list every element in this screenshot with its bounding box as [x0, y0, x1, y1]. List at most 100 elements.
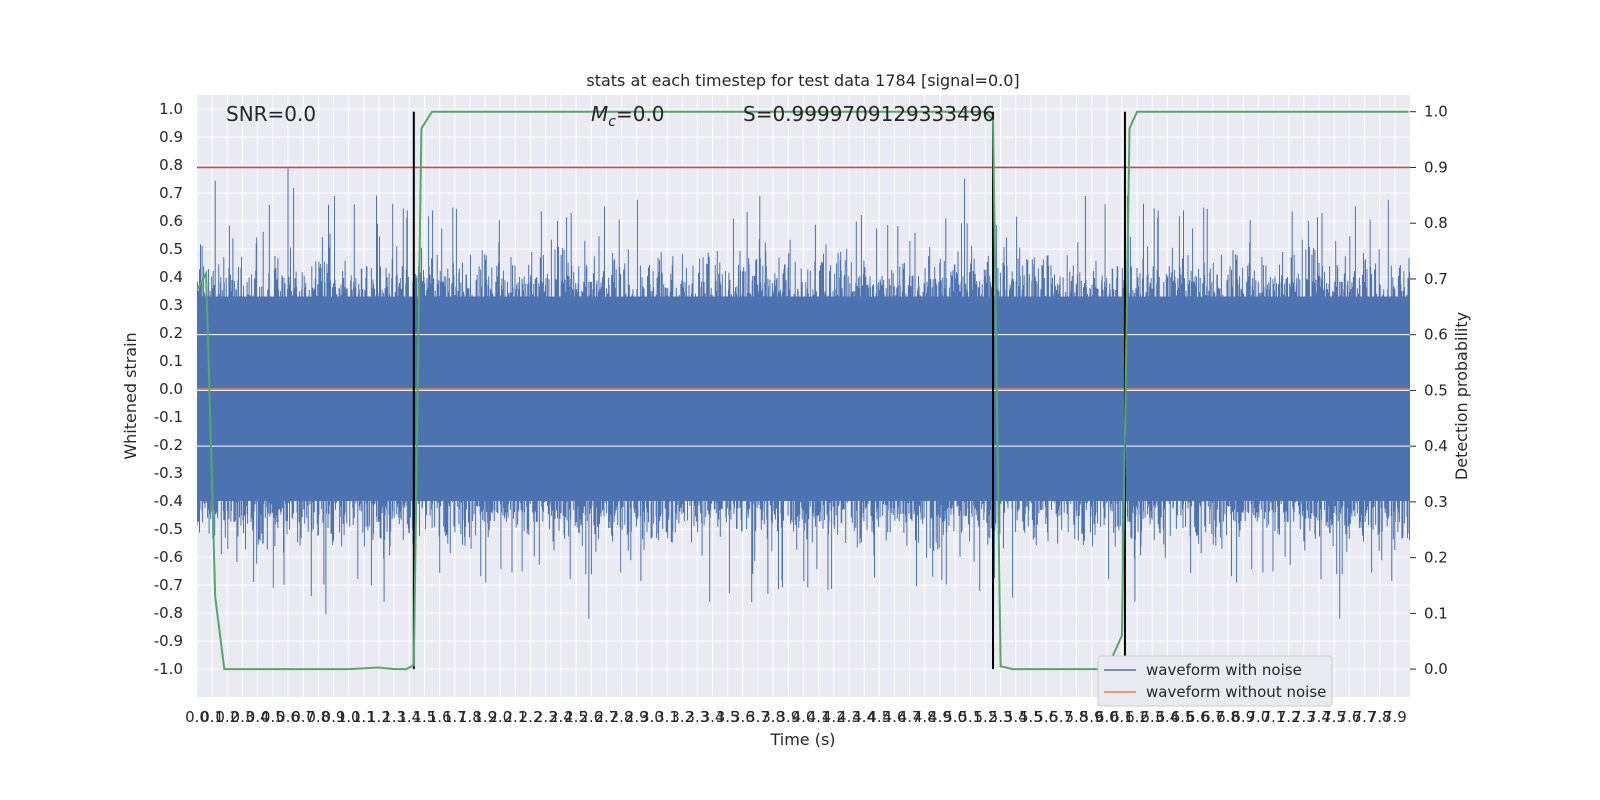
x-tick-label: 7.2: [1277, 708, 1301, 726]
x-tick-label: 0.7: [291, 708, 315, 726]
y-tick-label-left: 0.4: [159, 268, 183, 286]
x-tick-label: 3.8: [761, 708, 785, 726]
x-tick-label: 4.3: [837, 708, 861, 726]
x-tick-label: 1.2: [367, 708, 391, 726]
x-tick-label: 5.4: [1004, 708, 1028, 726]
x-tick-label: 7.0: [1246, 708, 1270, 726]
x-tick-label: 1.7: [443, 708, 467, 726]
x-tick-label: 0.8: [306, 708, 330, 726]
x-tick-label: 3.1: [655, 708, 679, 726]
x-tick-label: 2.0: [488, 708, 512, 726]
y-tick-label-left: 0.2: [159, 324, 183, 342]
y-tick-label-left: -0.5: [154, 520, 183, 538]
x-tick-label: 0.3: [231, 708, 255, 726]
x-tick-label: 3.3: [685, 708, 709, 726]
x-tick-label: 6.0: [1095, 708, 1119, 726]
y-tick-label-right: 1.0: [1424, 103, 1448, 121]
y-tick-label-right: 0.8: [1424, 214, 1448, 232]
y-tick-label-right: 0.6: [1424, 326, 1448, 344]
x-tick-label: 3.2: [670, 708, 694, 726]
x-tick-label: 7.1: [1262, 708, 1286, 726]
x-tick-label: 7.7: [1353, 708, 1377, 726]
x-tick-label: 2.4: [549, 708, 573, 726]
x-tick-label: 6.2: [1125, 708, 1149, 726]
x-tick-label: 4.1: [807, 708, 831, 726]
x-tick-label: 0.2: [215, 708, 239, 726]
y-tick-label-right: 0.9: [1424, 158, 1448, 176]
snr-annotation: SNR=0.0: [226, 102, 316, 126]
y-axis-label-left: Whitened strain: [121, 332, 140, 459]
x-tick-label: 7.6: [1337, 708, 1361, 726]
x-tick-label: 2.2: [519, 708, 543, 726]
y-tick-label-left: 1.0: [159, 100, 183, 118]
y-tick-label-right: 0.2: [1424, 549, 1448, 567]
x-tick-label: 5.2: [974, 708, 998, 726]
x-tick-label: 6.7: [1201, 708, 1225, 726]
noise-waveform-path: [197, 168, 1410, 619]
x-tick-label: 7.9: [1383, 708, 1407, 726]
x-tick-label: 2.6: [579, 708, 603, 726]
x-tick-label: 2.3: [534, 708, 558, 726]
tick-labels: 0.00.10.20.30.40.50.60.70.80.91.01.11.21…: [154, 100, 1448, 726]
y-tick-label-right: 0.3: [1424, 493, 1448, 511]
x-tick-label: 0.1: [200, 708, 224, 726]
s-annotation: S=0.9999709129333496: [743, 102, 995, 126]
x-tick-label: 5.1: [958, 708, 982, 726]
mc-value: =0.0: [616, 102, 665, 126]
x-tick-label: 1.9: [473, 708, 497, 726]
x-tick-label: 1.4: [397, 708, 421, 726]
y-tick-label-right: 0.7: [1424, 270, 1448, 288]
x-tick-label: 5.8: [1064, 708, 1088, 726]
y-tick-label-left: 0.8: [159, 156, 183, 174]
y-tick-label-right: 0.5: [1424, 381, 1448, 399]
y-tick-label-left: -0.6: [154, 548, 183, 566]
y-tick-label-left: 0.5: [159, 240, 183, 258]
x-tick-label: 4.6: [883, 708, 907, 726]
x-tick-label: 6.5: [1171, 708, 1195, 726]
x-tick-label: 6.3: [1140, 708, 1164, 726]
x-tick-label: 4.0: [792, 708, 816, 726]
x-tick-label: 6.9: [1231, 708, 1255, 726]
x-tick-label: 4.2: [822, 708, 846, 726]
x-tick-label: 5.9: [1080, 708, 1104, 726]
x-tick-label: 3.9: [776, 708, 800, 726]
y-tick-label-left: 0.6: [159, 212, 183, 230]
x-axis-label: Time (s): [769, 730, 835, 749]
x-tick-label: 3.4: [701, 708, 725, 726]
x-tick-label: 7.3: [1292, 708, 1316, 726]
y-tick-label-left: 0.3: [159, 296, 183, 314]
legend-box: [1097, 655, 1333, 707]
x-tick-label: 3.6: [731, 708, 755, 726]
x-tick-label: 1.8: [458, 708, 482, 726]
x-tick-label: 2.5: [564, 708, 588, 726]
x-tick-label: 4.7: [898, 708, 922, 726]
y-tick-label-right: 0.1: [1424, 604, 1448, 622]
x-tick-label: 1.3: [382, 708, 406, 726]
x-tick-label: 4.9: [928, 708, 952, 726]
y-tick-label-left: -0.1: [154, 408, 183, 426]
x-tick-label: 4.5: [867, 708, 891, 726]
x-tick-label: 5.0: [943, 708, 967, 726]
x-tick-label: 2.1: [503, 708, 527, 726]
y-tick-label-left: -0.9: [154, 632, 183, 650]
x-tick-label: 7.8: [1368, 708, 1392, 726]
x-tick-label: 0.5: [261, 708, 285, 726]
y-tick-label-left: -1.0: [154, 660, 183, 678]
x-tick-label: 6.1: [1110, 708, 1134, 726]
chart-title: stats at each timestep for test data 178…: [586, 71, 1019, 90]
y-tick-label-left: -0.4: [154, 492, 183, 510]
legend-label-waveform-with-noise: waveform with noise: [1146, 661, 1302, 679]
series-waveform-with-noise: [197, 168, 1410, 619]
x-tick-label: 3.5: [716, 708, 740, 726]
x-tick-label: 5.5: [1019, 708, 1043, 726]
x-tick-label: 1.1: [352, 708, 376, 726]
x-tick-label: 6.8: [1216, 708, 1240, 726]
x-tick-label: 5.7: [1049, 708, 1073, 726]
x-tick-label: 1.6: [428, 708, 452, 726]
y-tick-label-left: 0.7: [159, 184, 183, 202]
x-tick-label: 4.8: [913, 708, 937, 726]
y-tick-label-right: 0.0: [1424, 660, 1448, 678]
x-tick-label: 7.5: [1322, 708, 1346, 726]
y-tick-label-left: 0.1: [159, 352, 183, 370]
